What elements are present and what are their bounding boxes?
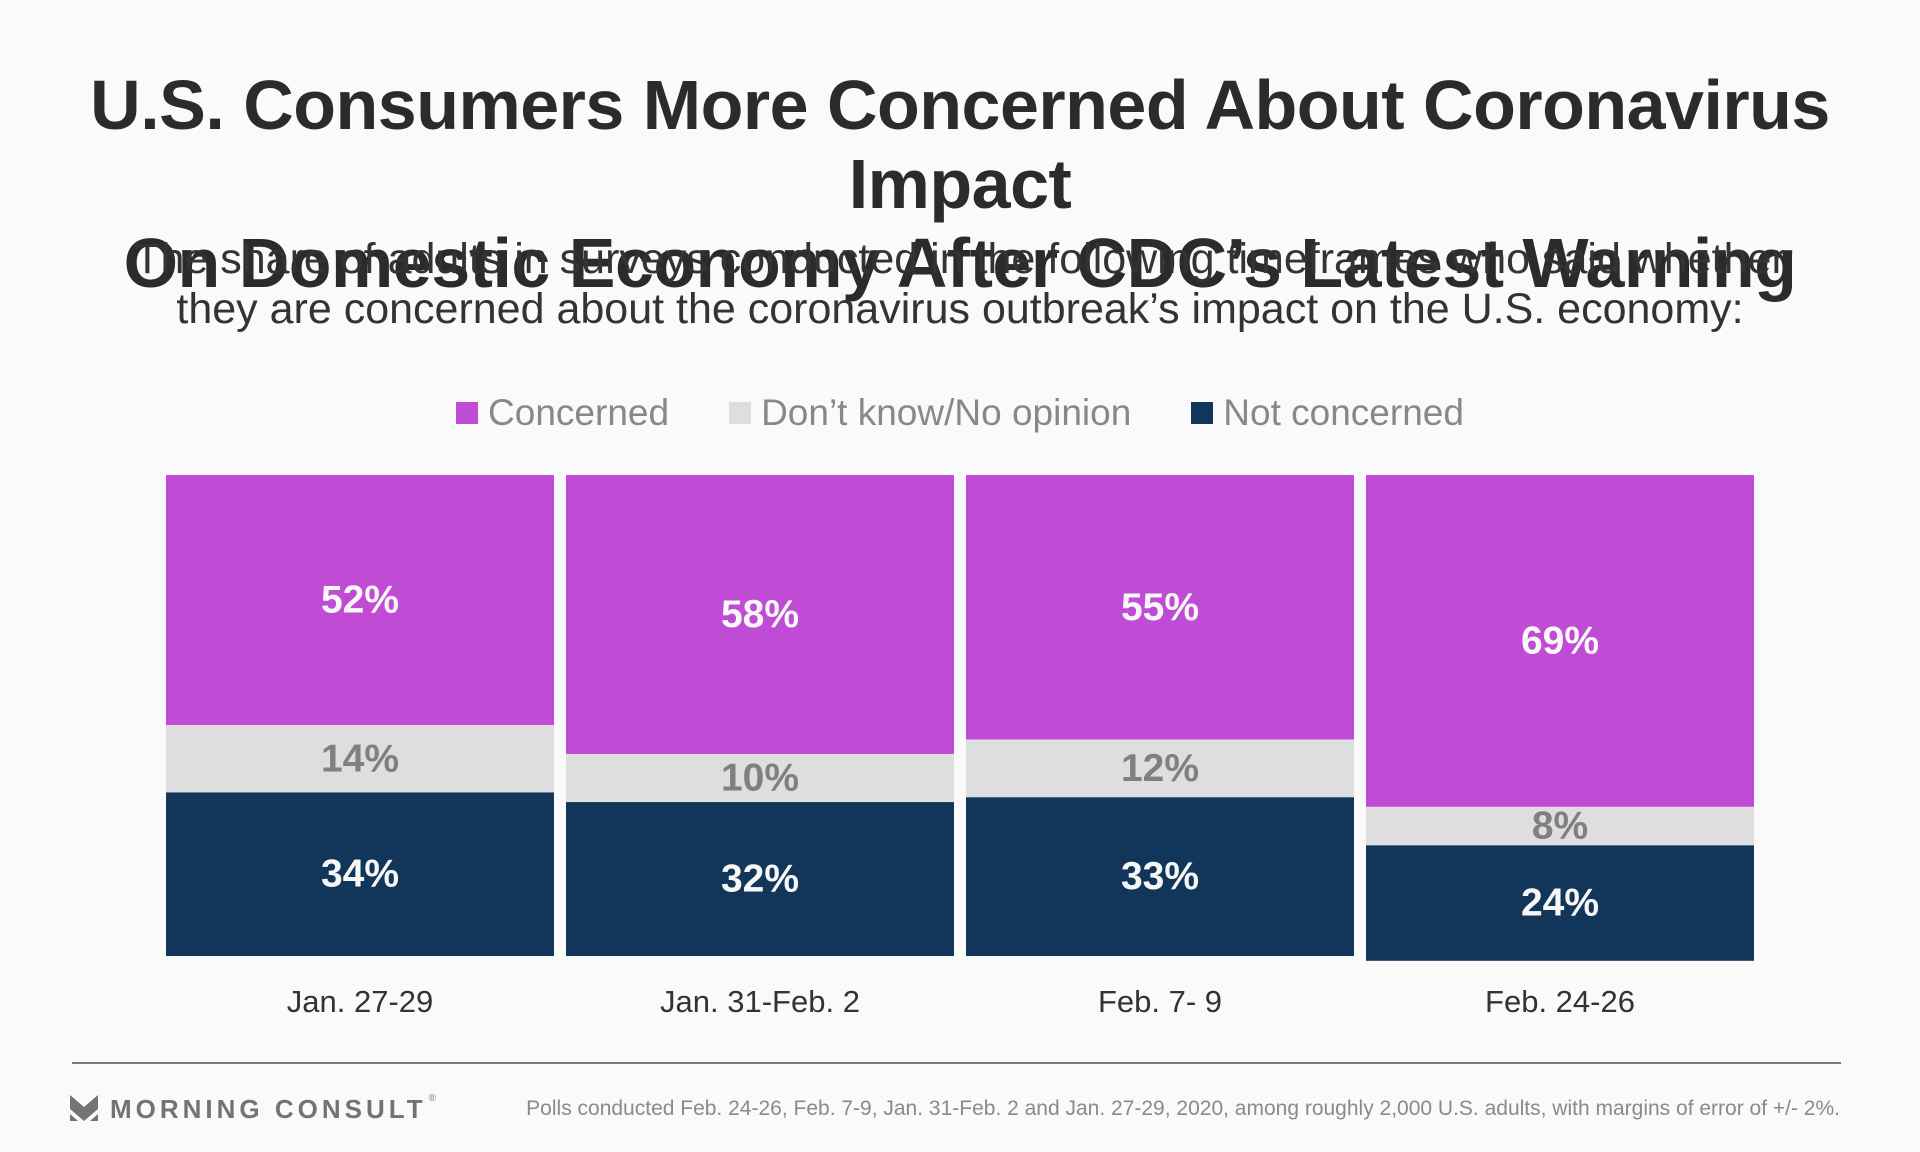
bar-group: 69% 8% 24% — [1366, 475, 1754, 961]
x-tick-label: Feb. 24-26 — [1485, 984, 1635, 1019]
data-label-dont-know: 14% — [321, 737, 399, 780]
registered-mark: ® — [428, 1093, 440, 1104]
data-label-not-concerned: 24% — [1521, 882, 1599, 925]
bar-group: 58% 10% 32% — [566, 475, 954, 956]
x-tick-label: Feb. 7- 9 — [1098, 984, 1222, 1019]
brand-name: MORNING CONSULT ® — [110, 1093, 440, 1124]
bar-segment-dont-know — [1366, 806, 1754, 846]
legend-label-not-concerned: Not concerned — [1223, 392, 1464, 433]
brand-logo: MORNING CONSULT ® — [70, 1093, 440, 1124]
bar-segment-concerned — [566, 475, 954, 754]
legend-item-dont-know: Don’t know/No opinion — [729, 390, 1131, 436]
bar-segment-not-concerned — [966, 797, 1354, 956]
x-tick-label: Jan. 27-29 — [287, 984, 434, 1019]
legend-item-concerned: Concerned — [456, 390, 669, 436]
legend-swatch-concerned — [456, 402, 479, 424]
data-label-concerned: 55% — [1121, 586, 1199, 629]
chart-title-line-1: U.S. Consumers More Concerned About Coro… — [90, 66, 1830, 223]
bar-segment-dont-know — [966, 739, 1354, 798]
legend-swatch-not-concerned — [1191, 402, 1214, 424]
data-label-not-concerned: 32% — [721, 858, 799, 901]
bar-segment-concerned — [1366, 475, 1754, 807]
data-label-not-concerned: 33% — [1121, 855, 1199, 898]
chart-title: U.S. Consumers More Concerned About Coro… — [0, 66, 1920, 303]
chart-subtitle: The share of adults in surveys conducted… — [0, 234, 1920, 334]
bar-segment-dont-know — [566, 753, 954, 803]
data-label-dont-know: 12% — [1121, 747, 1199, 790]
chart-subtitle-line-2: they are concerned about the coronavirus… — [176, 285, 1744, 333]
legend-swatch-dont-know — [729, 402, 752, 424]
chart-legend: Concerned Don’t know/No opinion Not conc… — [0, 390, 1920, 436]
data-label-concerned: 58% — [721, 593, 799, 636]
data-label-dont-know: 8% — [1532, 805, 1588, 848]
morning-consult-logo-icon — [70, 1095, 98, 1121]
bar-segment-not-concerned — [166, 792, 554, 956]
chart-title-line-2: On Domestic Economy After CDC’s Latest W… — [123, 224, 1797, 302]
source-footnote: Polls conducted Feb. 24-26, Feb. 7-9, Ja… — [526, 1097, 1840, 1120]
legend-item-not-concerned: Not concerned — [1191, 390, 1464, 436]
bar-segment-concerned — [966, 475, 1354, 740]
bar-segment-not-concerned — [1366, 845, 1754, 961]
bar-segment-dont-know — [166, 725, 554, 793]
bar-segment-concerned — [166, 475, 554, 726]
data-label-not-concerned: 34% — [321, 853, 399, 896]
bar-segment-not-concerned — [566, 802, 954, 956]
x-tick-label: Jan. 31-Feb. 2 — [660, 984, 860, 1019]
legend-label-dont-know: Don’t know/No opinion — [761, 392, 1132, 433]
data-label-concerned: 52% — [321, 579, 399, 622]
bar-group: 55% 12% 33% — [966, 475, 1354, 956]
data-label-concerned: 69% — [1521, 619, 1599, 662]
chart-subtitle-line-1: The share of adults in surveys conducted… — [134, 235, 1786, 283]
data-label-dont-know: 10% — [721, 757, 799, 800]
bar-group: 52% 14% 34% — [166, 475, 554, 956]
footer-divider — [72, 1062, 1841, 1064]
legend-label-concerned: Concerned — [488, 392, 670, 433]
